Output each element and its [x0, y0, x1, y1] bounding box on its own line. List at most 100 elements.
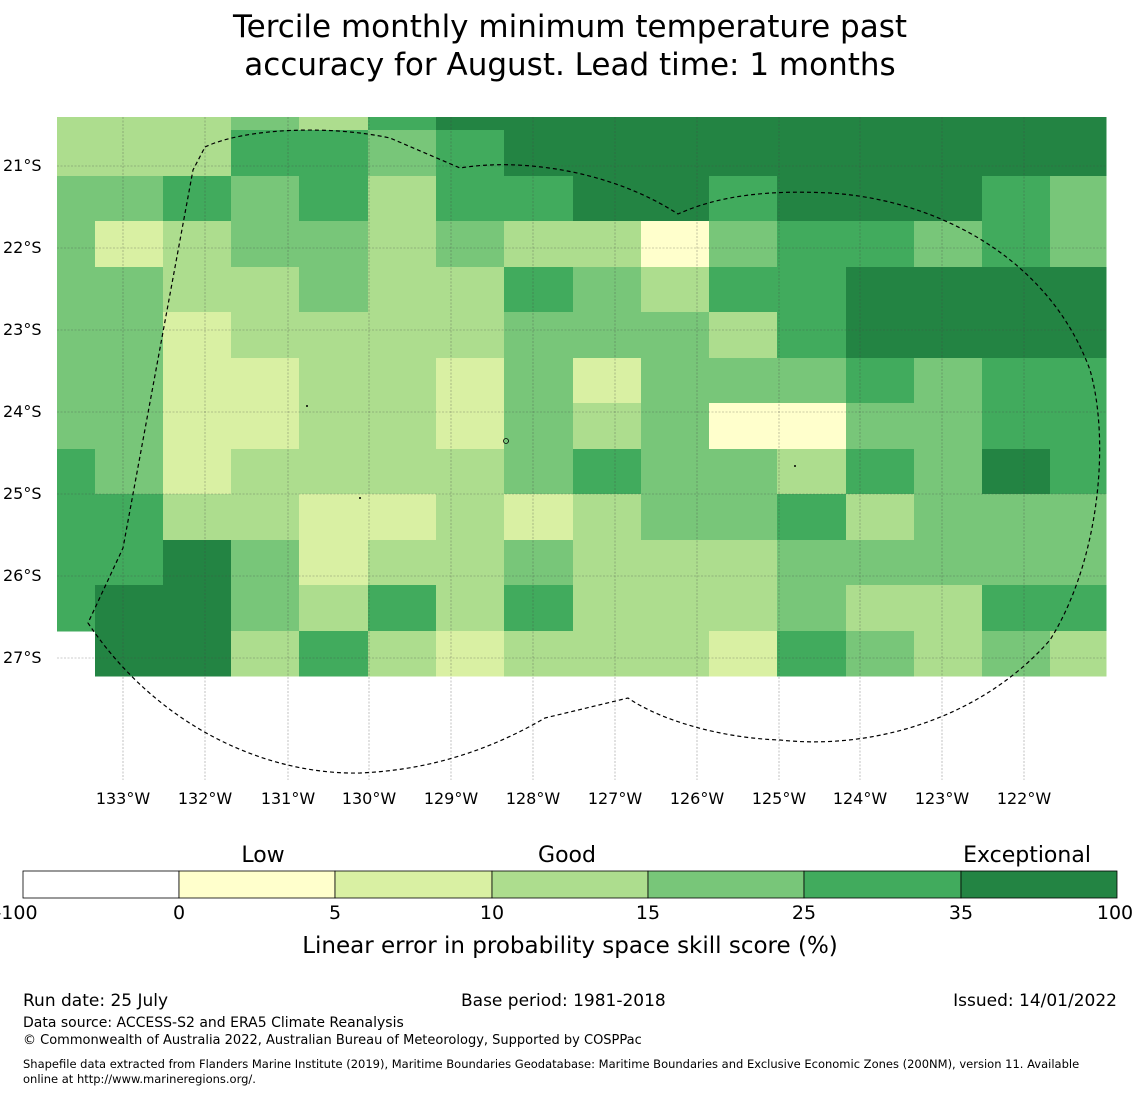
- grid-cell: [914, 449, 983, 495]
- grid-cell: [1050, 631, 1107, 677]
- grid-cell: [504, 130, 574, 177]
- grid-cell: [95, 403, 164, 450]
- grid-cell: [777, 585, 847, 632]
- grid-cell: [163, 130, 232, 177]
- colorbar-segment: [178, 870, 336, 899]
- grid-cell: [231, 312, 300, 359]
- grid-cell: [57, 494, 96, 541]
- grid-cell: [709, 403, 778, 450]
- grid-cell: [436, 585, 505, 632]
- colorbar-segment: [334, 870, 493, 899]
- grid-cell: [504, 221, 574, 268]
- grid-cell: [982, 130, 1051, 177]
- colorbar-segment: [647, 870, 805, 899]
- grid-cell: [982, 540, 1051, 586]
- grid-cell: [436, 117, 505, 131]
- grid-cell: [299, 403, 369, 450]
- shapefile-credit-line-2: online at http://www.marineregions.org/.: [23, 1072, 256, 1086]
- colorbar-tick-label: 5: [328, 902, 342, 924]
- colorbar: [22, 870, 1118, 899]
- grid-cell: [368, 312, 437, 359]
- grid-cell: [368, 267, 437, 313]
- grid-cell: [777, 130, 847, 177]
- grid-cell: [436, 130, 505, 177]
- grid-cell: [573, 631, 642, 677]
- data-source: Data source: ACCESS-S2 and ERA5 Climate …: [23, 1015, 404, 1031]
- grid-cell: [846, 358, 915, 404]
- island-marker: [359, 497, 361, 499]
- grid-cell: [163, 540, 232, 586]
- grid-cell: [231, 130, 300, 177]
- grid-cell: [982, 267, 1051, 313]
- grid-cell: [982, 449, 1051, 495]
- grid-cell: [777, 540, 847, 586]
- grid-cell: [914, 403, 983, 450]
- grid-cell: [299, 312, 369, 359]
- latitude-label: 22°S: [3, 238, 42, 257]
- grid-cell: [163, 631, 232, 677]
- grid-cell: [436, 221, 505, 268]
- grid-cell: [368, 117, 437, 131]
- grid-cell: [914, 117, 983, 131]
- eez-boundary: [87, 129, 1101, 774]
- grid-cell: [982, 221, 1051, 268]
- grid-cell: [573, 221, 642, 268]
- grid-cell: [163, 494, 232, 541]
- grid-cell: [709, 449, 778, 495]
- grid-cell: [95, 494, 164, 541]
- colorbar-segment: [803, 870, 962, 899]
- longitude-label: 124°W: [832, 789, 888, 808]
- colorbar-segment: [22, 870, 180, 899]
- grid-cell: [95, 267, 164, 313]
- grid-cell: [163, 403, 232, 450]
- grid-cell: [641, 631, 710, 677]
- grid-cell: [573, 117, 642, 131]
- grid-cell: [914, 358, 983, 404]
- base-period: Base period: 1981-2018: [461, 991, 666, 1011]
- grid-cell: [368, 358, 437, 404]
- grid-cell: [777, 176, 847, 222]
- grid-cell: [641, 449, 710, 495]
- grid-cell: [163, 585, 232, 632]
- map-title: Tercile monthly minimum temperature past…: [0, 8, 1140, 84]
- grid-cell: [709, 585, 778, 632]
- grid-cell: [777, 358, 847, 404]
- longitude-label: 129°W: [423, 789, 479, 808]
- grid-cell: [504, 176, 574, 222]
- colorbar-tick-label: 10: [479, 902, 505, 924]
- grid-cell: [777, 221, 847, 268]
- grid-cell: [57, 117, 96, 131]
- grid-cell: [846, 494, 915, 541]
- grid-cell: [914, 221, 983, 268]
- map-canvas: [22, 117, 1118, 899]
- grid-cell: [573, 130, 642, 177]
- grid-cell: [57, 358, 96, 404]
- grid-cell: [709, 267, 778, 313]
- grid-cell: [57, 130, 96, 177]
- grid-cell: [57, 176, 96, 222]
- grid-cell: [846, 267, 915, 313]
- grid-cell: [95, 221, 164, 268]
- longitude-label: 130°W: [341, 789, 397, 808]
- grid-cell: [914, 312, 983, 359]
- longitude-label: 132°W: [177, 789, 233, 808]
- category-good: Good: [538, 843, 596, 868]
- grid-cell: [982, 585, 1051, 632]
- longitude-label: 126°W: [669, 789, 725, 808]
- grid-cell: [368, 221, 437, 268]
- grid-cell: [504, 540, 574, 586]
- grid-cell: [299, 585, 369, 632]
- grid-cell: [709, 631, 778, 677]
- grid-cell: [57, 540, 96, 586]
- grid-cell: [436, 403, 505, 450]
- island-marker: [503, 438, 509, 444]
- grid-cell: [231, 449, 300, 495]
- grid-cell: [299, 540, 369, 586]
- grid-cell: [231, 117, 300, 131]
- grid-cell: [914, 176, 983, 222]
- title-line-1: Tercile monthly minimum temperature past: [232, 9, 908, 45]
- grid-cell: [95, 585, 164, 632]
- colorbar-label: Linear error in probability space skill …: [302, 933, 838, 959]
- category-low: Low: [241, 843, 285, 868]
- grid-cell: [299, 494, 369, 541]
